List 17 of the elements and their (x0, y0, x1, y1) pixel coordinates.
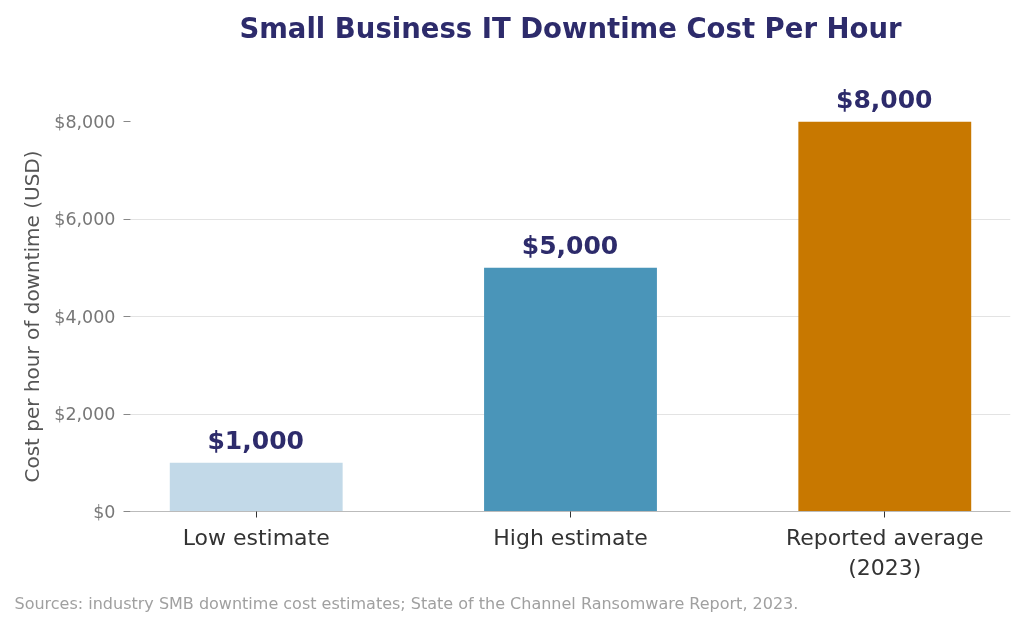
y-axis-title: Cost per hour of downtime (USD) (20, 150, 45, 483)
bar (484, 267, 657, 512)
bar (798, 121, 972, 512)
data-label: $8,000 (836, 85, 933, 114)
x-tick-label: Low estimate (182, 524, 330, 550)
y-tick-label: $6,000 (54, 209, 116, 229)
y-tick-label: $8,000 (54, 111, 116, 132)
y-tick-label: $4,000 (54, 306, 116, 327)
y-tick-label: $2,000 (54, 404, 116, 424)
source-note: Sources: industry SMB downtime cost estimates; State of the Channel Ransomware Report, 2023. (14, 593, 799, 613)
chart-title: Small Business IT Downtime Cost Per Hour (239, 11, 903, 44)
data-label: $5,000 (521, 231, 619, 261)
y-tick-label: $0 (93, 501, 116, 522)
x-tick-label: Reported average (2023) (786, 524, 984, 580)
data-label: $1,000 (207, 426, 304, 456)
x-tick-label: High estimate (493, 524, 648, 550)
bar (169, 462, 343, 512)
